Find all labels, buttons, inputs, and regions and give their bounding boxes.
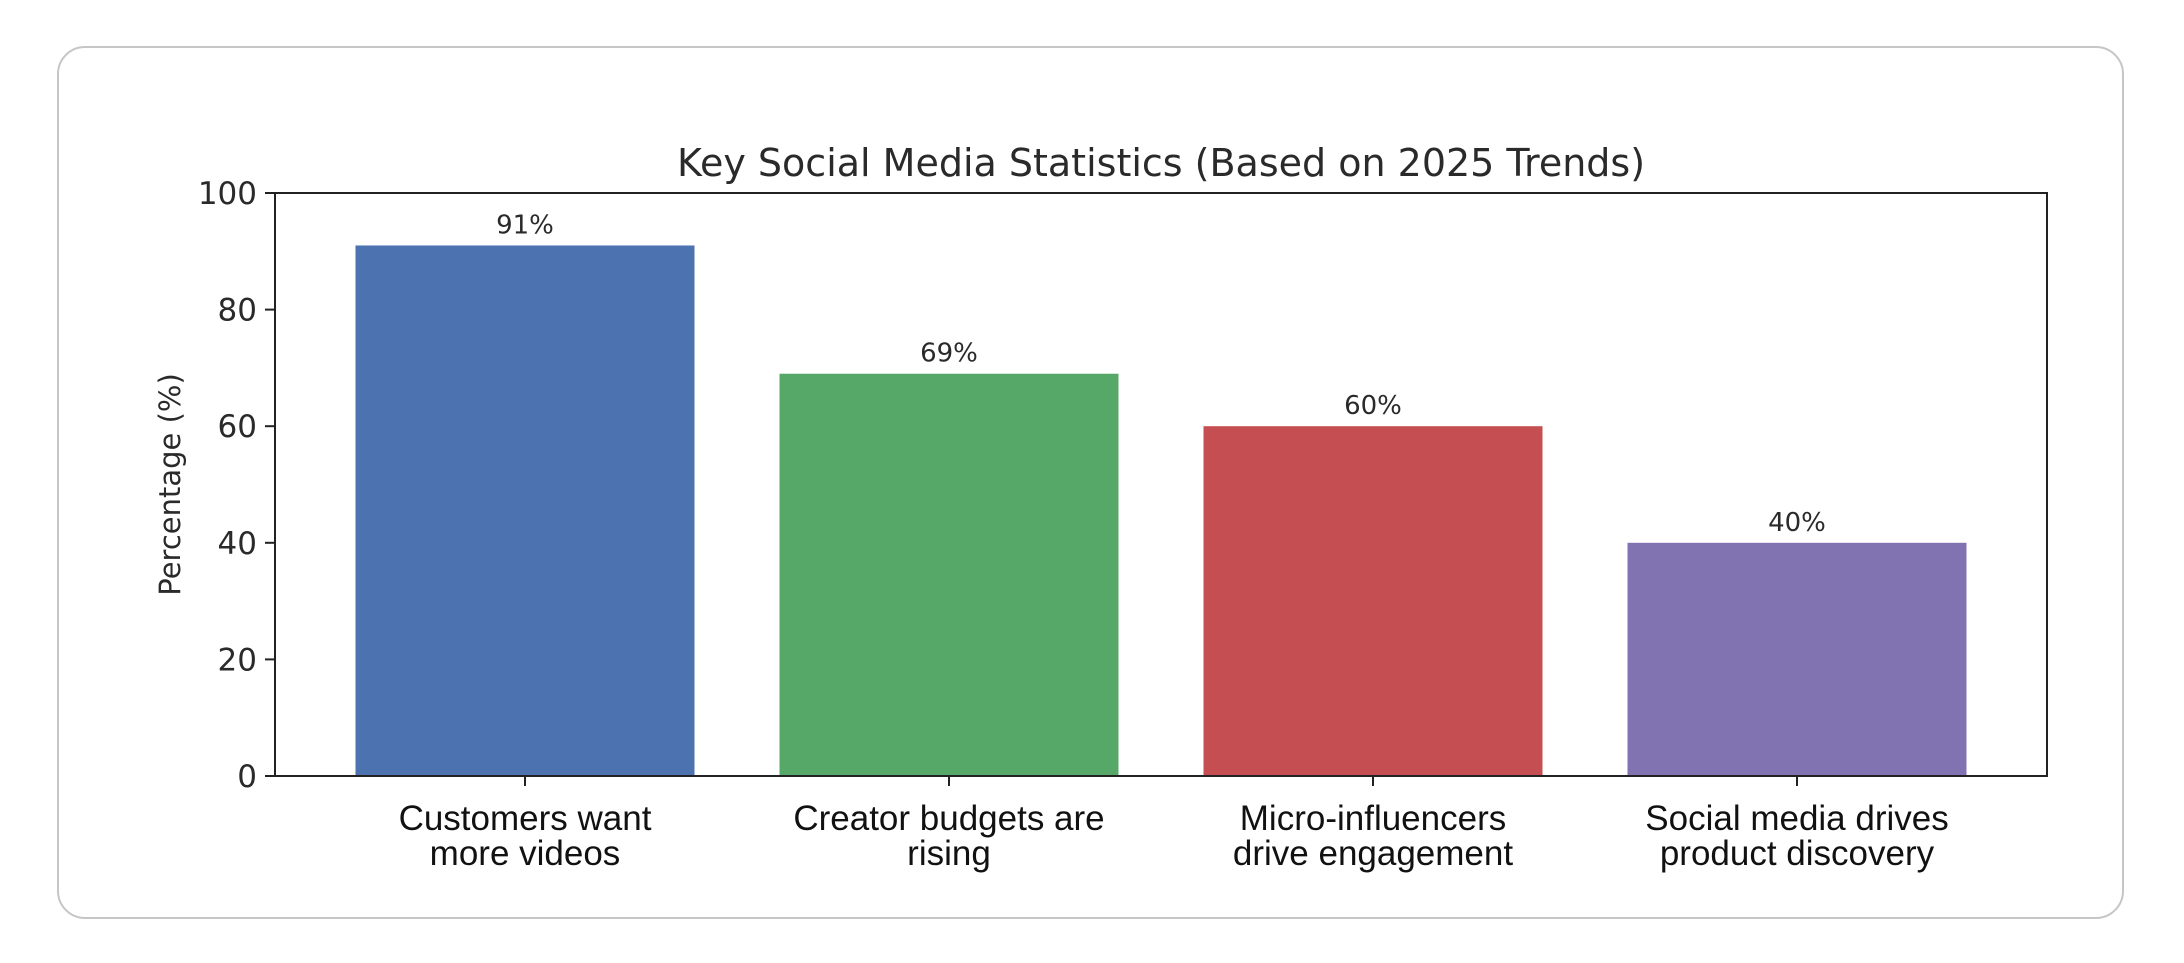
x-tick-label: Micro-influencers xyxy=(1240,799,1506,838)
y-tick-label: 80 xyxy=(218,293,257,329)
x-tick-label: Customers want xyxy=(399,799,652,838)
bar-value-label: 69% xyxy=(920,339,978,369)
y-axis-label: Percentage (%) xyxy=(153,373,187,596)
bar-1 xyxy=(355,245,695,777)
chart-title: Key Social Media Statistics (Based on 20… xyxy=(677,141,1645,185)
bar-value-label: 91% xyxy=(496,210,554,240)
y-tick-label: 100 xyxy=(198,176,257,212)
x-tick-label: rising xyxy=(907,834,991,873)
bar-value-label: 40% xyxy=(1768,508,1826,538)
bar-value-label: 60% xyxy=(1344,391,1402,421)
bars-layer: 91% 69% 60% 40% xyxy=(355,210,1967,777)
y-tick-label: 20 xyxy=(218,642,257,678)
x-tick-label: drive engagement xyxy=(1233,834,1513,873)
x-tick-label: Social media drives xyxy=(1645,799,1948,838)
x-tick-label: more videos xyxy=(430,834,621,873)
x-tick-label: product discovery xyxy=(1660,834,1935,873)
y-tick-label: 60 xyxy=(218,409,257,445)
x-tick-label: Creator budgets are xyxy=(793,799,1104,838)
bar-3 xyxy=(1203,426,1543,776)
plot-frame xyxy=(274,192,2048,777)
bar-4 xyxy=(1627,542,1967,776)
y-tick-label: 40 xyxy=(218,526,257,562)
y-tick-label: 0 xyxy=(237,759,257,795)
bar-2 xyxy=(779,373,1119,776)
